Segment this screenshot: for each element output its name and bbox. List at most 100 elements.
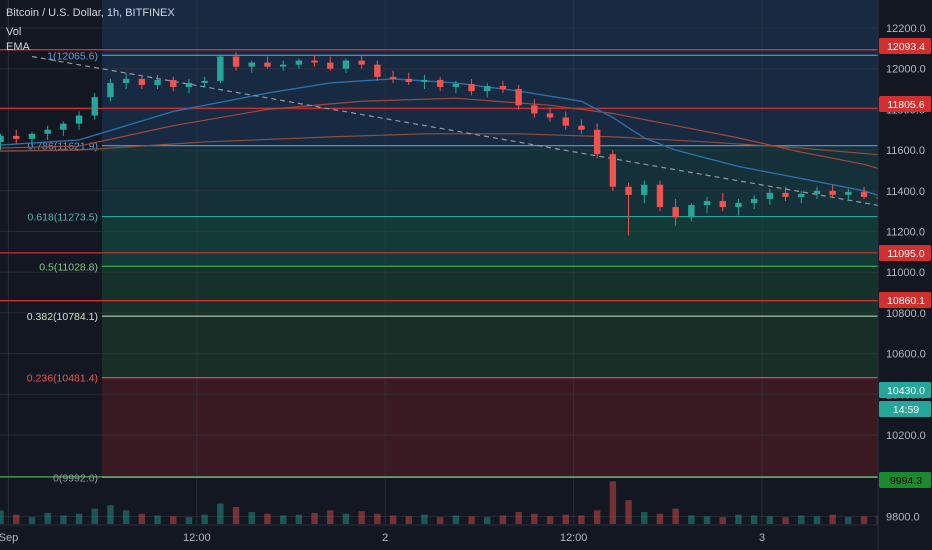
- price-badge[interactable]: [879, 382, 931, 398]
- candle-body: [138, 78, 146, 85]
- candle-body: [311, 60, 318, 63]
- candle-body: [719, 200, 726, 208]
- time-tick-label: 12:00: [560, 532, 588, 544]
- price-badge[interactable]: [879, 245, 931, 261]
- price-tick-label: 10800.0: [886, 308, 926, 320]
- time-axis[interactable]: [0, 525, 878, 550]
- price-tick-label: 11400.0: [886, 186, 925, 198]
- candle-body: [327, 62, 334, 69]
- price-badge[interactable]: [879, 96, 931, 112]
- candle-body: [358, 60, 365, 65]
- volume-bar: [358, 511, 365, 524]
- volume-bar: [232, 506, 240, 524]
- candle-body: [484, 85, 491, 92]
- candle-body: [60, 123, 67, 130]
- candle-body: [578, 125, 585, 130]
- volume-bar: [672, 508, 679, 524]
- candle-body: [813, 190, 821, 194]
- volume-bar: [342, 513, 350, 524]
- candle-body: [625, 186, 632, 195]
- price-badge[interactable]: [879, 401, 931, 417]
- volume-bar: [122, 510, 130, 524]
- candle-body: [860, 191, 868, 197]
- volume-bar: [609, 481, 617, 524]
- volume-bar: [813, 516, 821, 524]
- volume-bar: [91, 508, 98, 524]
- candle-body: [798, 193, 805, 197]
- fib-level-label: 0.382(10784.1): [27, 311, 98, 323]
- volume-bar: [44, 512, 51, 524]
- candle-body: [499, 85, 507, 90]
- price-badge[interactable]: [879, 472, 931, 488]
- price-badge-label: 14:59: [893, 404, 919, 416]
- candle-body: [703, 200, 711, 206]
- candle-body: [122, 78, 130, 83]
- volume-bar: [13, 514, 20, 524]
- price-badge-label: 10860.1: [887, 295, 925, 307]
- volume-bar: [311, 512, 318, 524]
- volume-bar: [107, 505, 114, 524]
- volume-bar: [170, 516, 177, 524]
- volume-bar: [782, 517, 789, 524]
- candle-body: [656, 184, 664, 208]
- price-badge-label: 10430.0: [887, 385, 925, 397]
- candle-body: [531, 105, 538, 114]
- volume-bar: [75, 513, 83, 524]
- volume-bar: [248, 512, 255, 524]
- volume-bar: [703, 516, 711, 524]
- candle-body: [217, 56, 224, 81]
- candle-body: [374, 64, 381, 77]
- price-axis[interactable]: [878, 0, 932, 550]
- volume-bar: [750, 515, 758, 524]
- fib-level-label: 0.5(11028.8): [39, 261, 98, 273]
- fib-level-label: 0.618(11273.5): [28, 212, 98, 224]
- candle-body: [75, 115, 83, 124]
- candle-body: [562, 117, 569, 126]
- volume-bar: [405, 516, 412, 524]
- candle-body: [609, 154, 617, 187]
- candle-body: [232, 56, 240, 67]
- price-badge-label: 9994.3: [890, 475, 922, 487]
- volume-bar: [138, 513, 146, 524]
- volume-bar: [546, 516, 554, 524]
- candle-body: [766, 192, 774, 199]
- ema-line-fast: [0, 78, 932, 216]
- candle-body: [389, 76, 397, 79]
- candle-body: [248, 62, 255, 67]
- volume-bar: [436, 517, 444, 524]
- volume-bar: [499, 515, 507, 524]
- volume-bar: [719, 517, 726, 524]
- volume-bar: [0, 510, 4, 524]
- volume-bar: [845, 517, 852, 524]
- volume-bar: [374, 513, 381, 524]
- fib-zone-band: [102, 145, 878, 217]
- volume-bar: [829, 514, 836, 524]
- price-tick-label: 11600.0: [886, 145, 925, 157]
- price-badge[interactable]: [879, 38, 931, 54]
- volume-bar: [201, 514, 208, 524]
- ema-indicator-label[interactable]: EMA: [6, 41, 30, 53]
- candle-body: [185, 82, 193, 88]
- volume-bar: [295, 514, 303, 524]
- volume-bar: [641, 512, 648, 524]
- candle-body: [672, 207, 679, 218]
- candle-body: [342, 60, 350, 69]
- price-tick-label: 12000.0: [886, 64, 926, 76]
- chart-title: Bitcoin / U.S. Dollar, 1h, BITFINEX: [6, 7, 175, 19]
- price-badge[interactable]: [879, 292, 931, 308]
- volume-bar: [484, 517, 491, 524]
- price-badge-label: 11095.0: [887, 248, 924, 260]
- fib-level-label: 1(12065.6): [47, 50, 98, 62]
- candle-body: [44, 129, 51, 134]
- candle-body: [264, 62, 271, 67]
- ema-line-slowest: [0, 133, 932, 161]
- candle-body: [170, 79, 177, 88]
- price-badge-label: 11805.6: [887, 99, 924, 111]
- price-tick-label: 9800.0: [886, 511, 920, 523]
- volume-indicator-label[interactable]: Vol: [6, 26, 22, 38]
- candle-body: [546, 113, 554, 118]
- candle-body: [735, 203, 742, 208]
- candle-body: [750, 198, 758, 204]
- price-tick-label: 10200.0: [886, 430, 926, 442]
